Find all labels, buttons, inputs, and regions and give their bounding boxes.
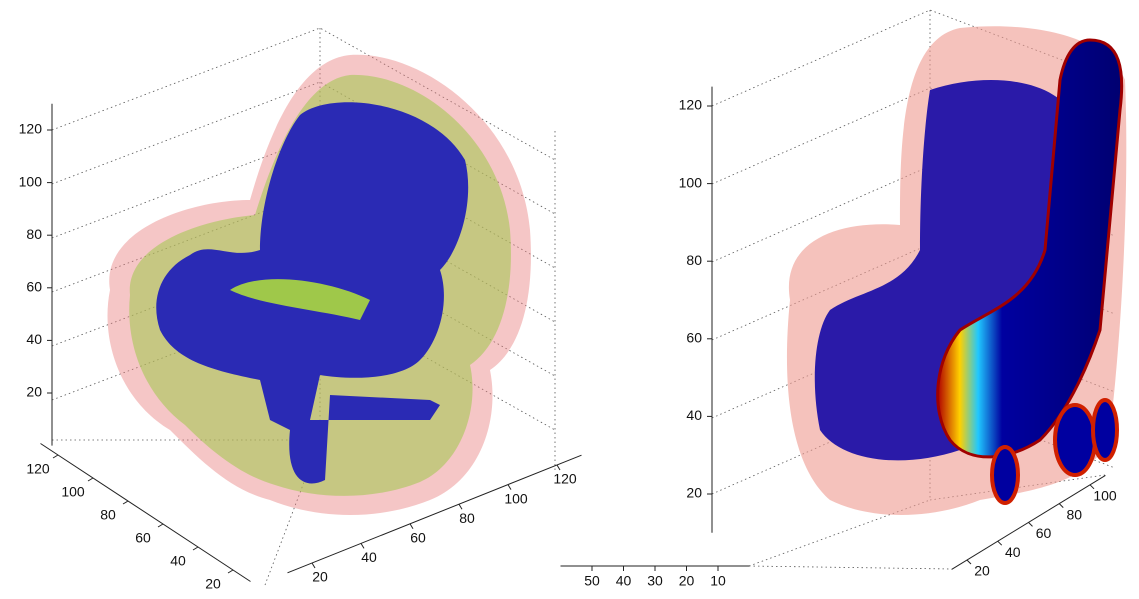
tick-mark [158, 524, 163, 527]
tick-label: 120 [19, 121, 43, 137]
tick-mark [53, 455, 58, 458]
tick-label: 20 [974, 563, 990, 579]
tick-mark [557, 465, 560, 470]
tick-label: 50 [584, 573, 600, 589]
tick-label: 80 [1066, 506, 1082, 522]
left-volume [108, 55, 531, 515]
tick-label: 80 [459, 510, 475, 526]
tick-mark [1059, 504, 1063, 508]
tick-mark [88, 478, 93, 481]
tick-label: 40 [616, 573, 632, 589]
tick-label: 100 [504, 490, 528, 506]
tick-label: 120 [26, 461, 50, 477]
tick-label: 60 [410, 530, 426, 546]
tick-mark [508, 485, 511, 490]
tick-label: 60 [26, 279, 42, 295]
tick-label: 100 [1093, 488, 1117, 504]
tick-label: 100 [679, 174, 703, 190]
tick-mark [459, 504, 462, 509]
tick-label: 30 [647, 573, 663, 589]
tick-label: 20 [205, 576, 221, 592]
tick-mark [967, 560, 971, 564]
tick-label: 80 [686, 252, 702, 268]
tick-label: 60 [686, 330, 702, 346]
tick-label: 100 [61, 484, 85, 500]
tick-label: 20 [686, 485, 702, 501]
tick-label: 60 [135, 530, 151, 546]
tick-label: 40 [1005, 544, 1021, 560]
tick-label: 20 [26, 384, 42, 400]
tick-label: 40 [361, 549, 377, 565]
tick-mark [312, 563, 315, 568]
tick-mark [410, 524, 413, 529]
tick-mark [228, 570, 233, 573]
right-volume [787, 26, 1126, 515]
tick-label: 120 [679, 97, 703, 113]
tick-mark [123, 501, 128, 504]
tick-mark [998, 541, 1002, 545]
figure: 20 40 60 80 100 120 20 40 60 80 100 120 20 40 60 80 100 1… [0, 0, 1139, 599]
tick-label: 10 [710, 573, 726, 589]
tick-label: 20 [679, 573, 695, 589]
tick-label: 80 [100, 507, 116, 523]
tick-mark [361, 543, 364, 548]
tick-mark [193, 547, 198, 550]
tick-label: 40 [170, 553, 186, 569]
tick-label: 120 [553, 471, 577, 487]
tick-label: 40 [686, 407, 702, 423]
tick-label: 60 [1036, 525, 1052, 541]
tick-label: 40 [26, 331, 42, 347]
tick-label: 100 [19, 173, 43, 189]
tick-label: 80 [26, 226, 42, 242]
tick-mark [1029, 522, 1033, 526]
tick-label: 20 [312, 569, 328, 585]
